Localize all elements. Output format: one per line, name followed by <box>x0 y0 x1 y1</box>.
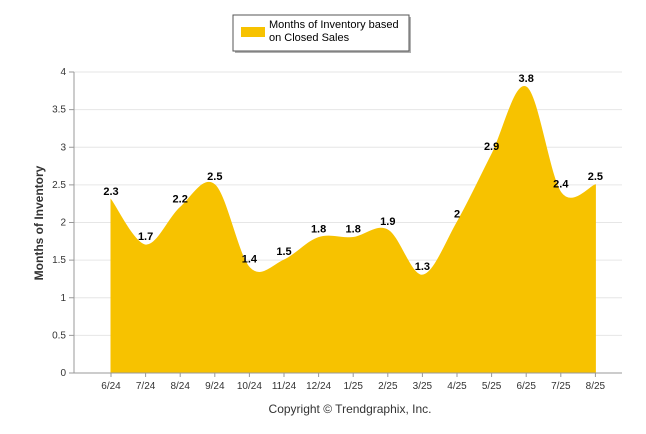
data-label: 3.8 <box>519 73 534 85</box>
data-label: 2 <box>454 209 460 221</box>
data-label: 2.9 <box>484 141 499 153</box>
x-tick-label: 10/24 <box>237 381 262 392</box>
data-label: 1.8 <box>346 224 361 236</box>
y-tick-label: 2 <box>60 218 66 229</box>
x-tick-label: 7/24 <box>136 381 156 392</box>
x-tick-label: 9/24 <box>205 381 225 392</box>
data-label: 2.3 <box>103 186 118 198</box>
x-tick-label: 12/24 <box>306 381 331 392</box>
y-tick-label: 0 <box>60 368 66 379</box>
x-tick-label: 1/25 <box>343 381 363 392</box>
y-tick-label: 1.5 <box>52 255 66 266</box>
data-labels: 2.3 1.7 2.2 2.5 1.4 1.5 1.8 1.8 1.9 1.3 2 2.9 3.8 2.4… <box>103 73 603 273</box>
x-axis-ticks: 6/24 7/24 8/24 9/24 10/24 11/24 12/24 1/25 2/25 3… <box>101 373 606 392</box>
y-axis-ticks: 0 0.5 1 1.5 2 2.5 3 3.5 4 <box>52 67 622 379</box>
data-label: 1.7 <box>138 231 153 243</box>
legend: Months of Inventory based on Closed Sale… <box>232 14 411 53</box>
y-tick-label: 3 <box>60 142 66 153</box>
y-tick-label: 1 <box>60 293 66 304</box>
data-label: 2.5 <box>588 171 603 183</box>
x-tick-label: 2/25 <box>378 381 398 392</box>
y-tick-label: 4 <box>60 67 66 78</box>
series-area <box>110 86 596 374</box>
data-label: 1.8 <box>311 224 326 236</box>
y-tick-label: 0.5 <box>52 330 66 341</box>
y-axis-title: Months of Inventory <box>32 165 46 280</box>
y-tick-label: 3.5 <box>52 105 66 116</box>
x-tick-label: 11/24 <box>272 381 297 392</box>
data-label: 1.3 <box>415 261 430 273</box>
data-label: 2.2 <box>173 193 188 205</box>
x-tick-label: 3/25 <box>413 381 433 392</box>
data-label: 1.9 <box>380 216 395 228</box>
x-tick-label: 8/24 <box>170 381 190 392</box>
legend-swatch <box>241 27 265 37</box>
legend-label-line-1: Months of Inventory based <box>269 19 399 31</box>
x-tick-label: 8/25 <box>586 381 606 392</box>
x-tick-label: 5/25 <box>482 381 502 392</box>
legend-label-line-2: on Closed Sales <box>269 32 350 44</box>
data-label: 1.5 <box>276 246 291 258</box>
x-tick-label: 7/25 <box>551 381 571 392</box>
x-tick-label: 6/24 <box>101 381 121 392</box>
data-label: 2.5 <box>207 171 222 183</box>
y-tick-label: 2.5 <box>52 180 66 191</box>
copyright-footer: Copyright © Trendgraphix, Inc. <box>269 402 432 416</box>
data-label: 2.4 <box>553 178 569 190</box>
data-label: 1.4 <box>242 254 258 266</box>
x-tick-label: 4/25 <box>447 381 467 392</box>
series-area-layer <box>110 86 596 374</box>
x-tick-label: 6/25 <box>516 381 536 392</box>
